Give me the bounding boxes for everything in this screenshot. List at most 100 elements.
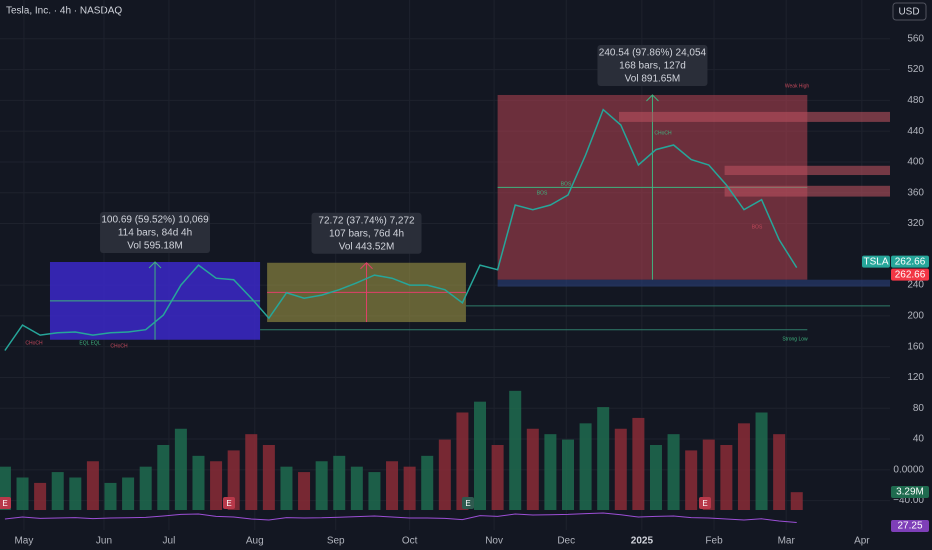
y-tick-label: 80 — [913, 403, 925, 414]
event-label: E — [702, 499, 707, 508]
price-label-red: 262.66 — [895, 269, 926, 280]
annotation: CHoCH — [110, 343, 128, 349]
price-box — [891, 255, 929, 268]
volume-bar — [333, 455, 346, 510]
volume-bar — [544, 434, 557, 510]
volume-bar — [509, 390, 522, 510]
price-box-red — [891, 268, 929, 281]
volume-bar — [720, 445, 733, 510]
volume-bar — [192, 455, 205, 510]
volume-bar — [0, 466, 11, 510]
y-tick-label: 360 — [907, 187, 924, 198]
annotation: CHoCH — [654, 130, 672, 136]
volume-bar — [386, 461, 399, 510]
volume-bar — [227, 450, 240, 510]
volume-bar — [526, 428, 539, 510]
measure-arrow — [148, 261, 162, 269]
y-tick-label: 40 — [913, 434, 925, 445]
x-tick-label: Jun — [96, 536, 112, 547]
y-tick-label: 0.0000 — [893, 464, 924, 475]
volume-bar — [685, 450, 698, 510]
measure-label: 114 bars, 84d 4h — [118, 228, 192, 239]
x-tick-label: Oct — [402, 536, 418, 547]
volume-bar — [561, 439, 574, 510]
volume-bar — [737, 423, 750, 510]
volume-bar — [34, 482, 47, 510]
x-tick-label: Apr — [854, 536, 870, 547]
volume-bar — [773, 434, 786, 510]
x-tick-label: Mar — [778, 536, 796, 547]
measure-label-bg — [311, 212, 422, 254]
volume-bar — [438, 439, 451, 510]
volume-bar — [421, 455, 434, 510]
rsi-box — [891, 520, 929, 532]
volume-bar — [122, 477, 135, 510]
y-tick-label: 400 — [907, 157, 924, 168]
measure-arrow — [646, 94, 659, 102]
measure-label: 100.69 (59.52%) 10,069 — [101, 215, 209, 226]
event-label: E — [2, 499, 7, 508]
measure-label: Vol 443.52M — [339, 241, 395, 252]
volume-bar — [86, 461, 99, 510]
annotation: BOS — [752, 224, 763, 230]
annotation: Weak High — [785, 83, 810, 89]
x-tick-label: Dec — [557, 536, 575, 547]
measure-label: Vol 595.18M — [127, 241, 183, 252]
event-label: E — [226, 499, 231, 508]
chart-title: Tesla, Inc. · 4h · NASDAQ — [6, 6, 122, 17]
volume-bar — [614, 428, 627, 510]
volume-bar — [456, 412, 469, 510]
rsi-label: 27.25 — [897, 521, 922, 532]
volume-bar — [667, 434, 680, 510]
zone — [497, 279, 890, 287]
zone — [724, 165, 890, 176]
zone — [619, 111, 890, 122]
x-tick-label: Jul — [163, 536, 176, 547]
symbol-label: TSLA — [863, 256, 888, 267]
volume-bar — [51, 472, 64, 510]
y-tick-label: 560 — [907, 33, 924, 44]
event-label: E — [465, 499, 470, 508]
measure-label: 168 bars, 127d — [619, 61, 686, 72]
price-line — [4, 108, 798, 351]
y-tick-label: 120 — [907, 372, 924, 383]
price-label: 262.66 — [895, 256, 926, 267]
volume-bar — [280, 466, 293, 510]
volume-bar — [298, 472, 311, 510]
currency[interactable]: USD — [898, 7, 919, 18]
volume-bar — [16, 477, 29, 510]
symbol-box — [862, 255, 890, 268]
volume-bar — [491, 445, 504, 510]
y-tick-label: 520 — [907, 64, 924, 75]
measure-label: 72.72 (37.74%) 7,272 — [318, 215, 415, 226]
event-icon — [0, 497, 11, 509]
volume-bar — [315, 461, 328, 510]
volume-bar — [632, 417, 645, 510]
y-tick-label: 240 — [907, 280, 924, 291]
annotation: BOS — [537, 190, 548, 196]
volume-box — [891, 486, 929, 498]
annotation: CHoCH — [25, 340, 43, 346]
x-tick-label: Feb — [705, 536, 723, 547]
volume-bar — [245, 434, 258, 510]
y-tick-label: 320 — [907, 218, 924, 229]
volume-bar — [649, 445, 662, 510]
y-tick-label: 440 — [907, 126, 924, 137]
annotation: EQL EQL — [79, 340, 100, 346]
volume-bar — [69, 477, 82, 510]
volume-bar — [174, 428, 187, 510]
event-icon — [223, 497, 235, 509]
volume-bar — [368, 472, 381, 510]
volume-bar — [702, 439, 715, 510]
measure-label: 240.54 (97.86%) 24,054 — [599, 48, 707, 59]
volume-bar — [210, 461, 223, 510]
y-tick-label: 200 — [907, 311, 924, 322]
volume-bar — [597, 407, 610, 510]
volume-label: 3.29M — [896, 487, 924, 498]
volume-bar — [262, 445, 275, 510]
event-icon — [699, 497, 711, 509]
currency-box[interactable] — [892, 2, 927, 21]
zone — [724, 185, 890, 197]
volume-bar — [104, 482, 117, 510]
volume-bar — [755, 412, 768, 510]
